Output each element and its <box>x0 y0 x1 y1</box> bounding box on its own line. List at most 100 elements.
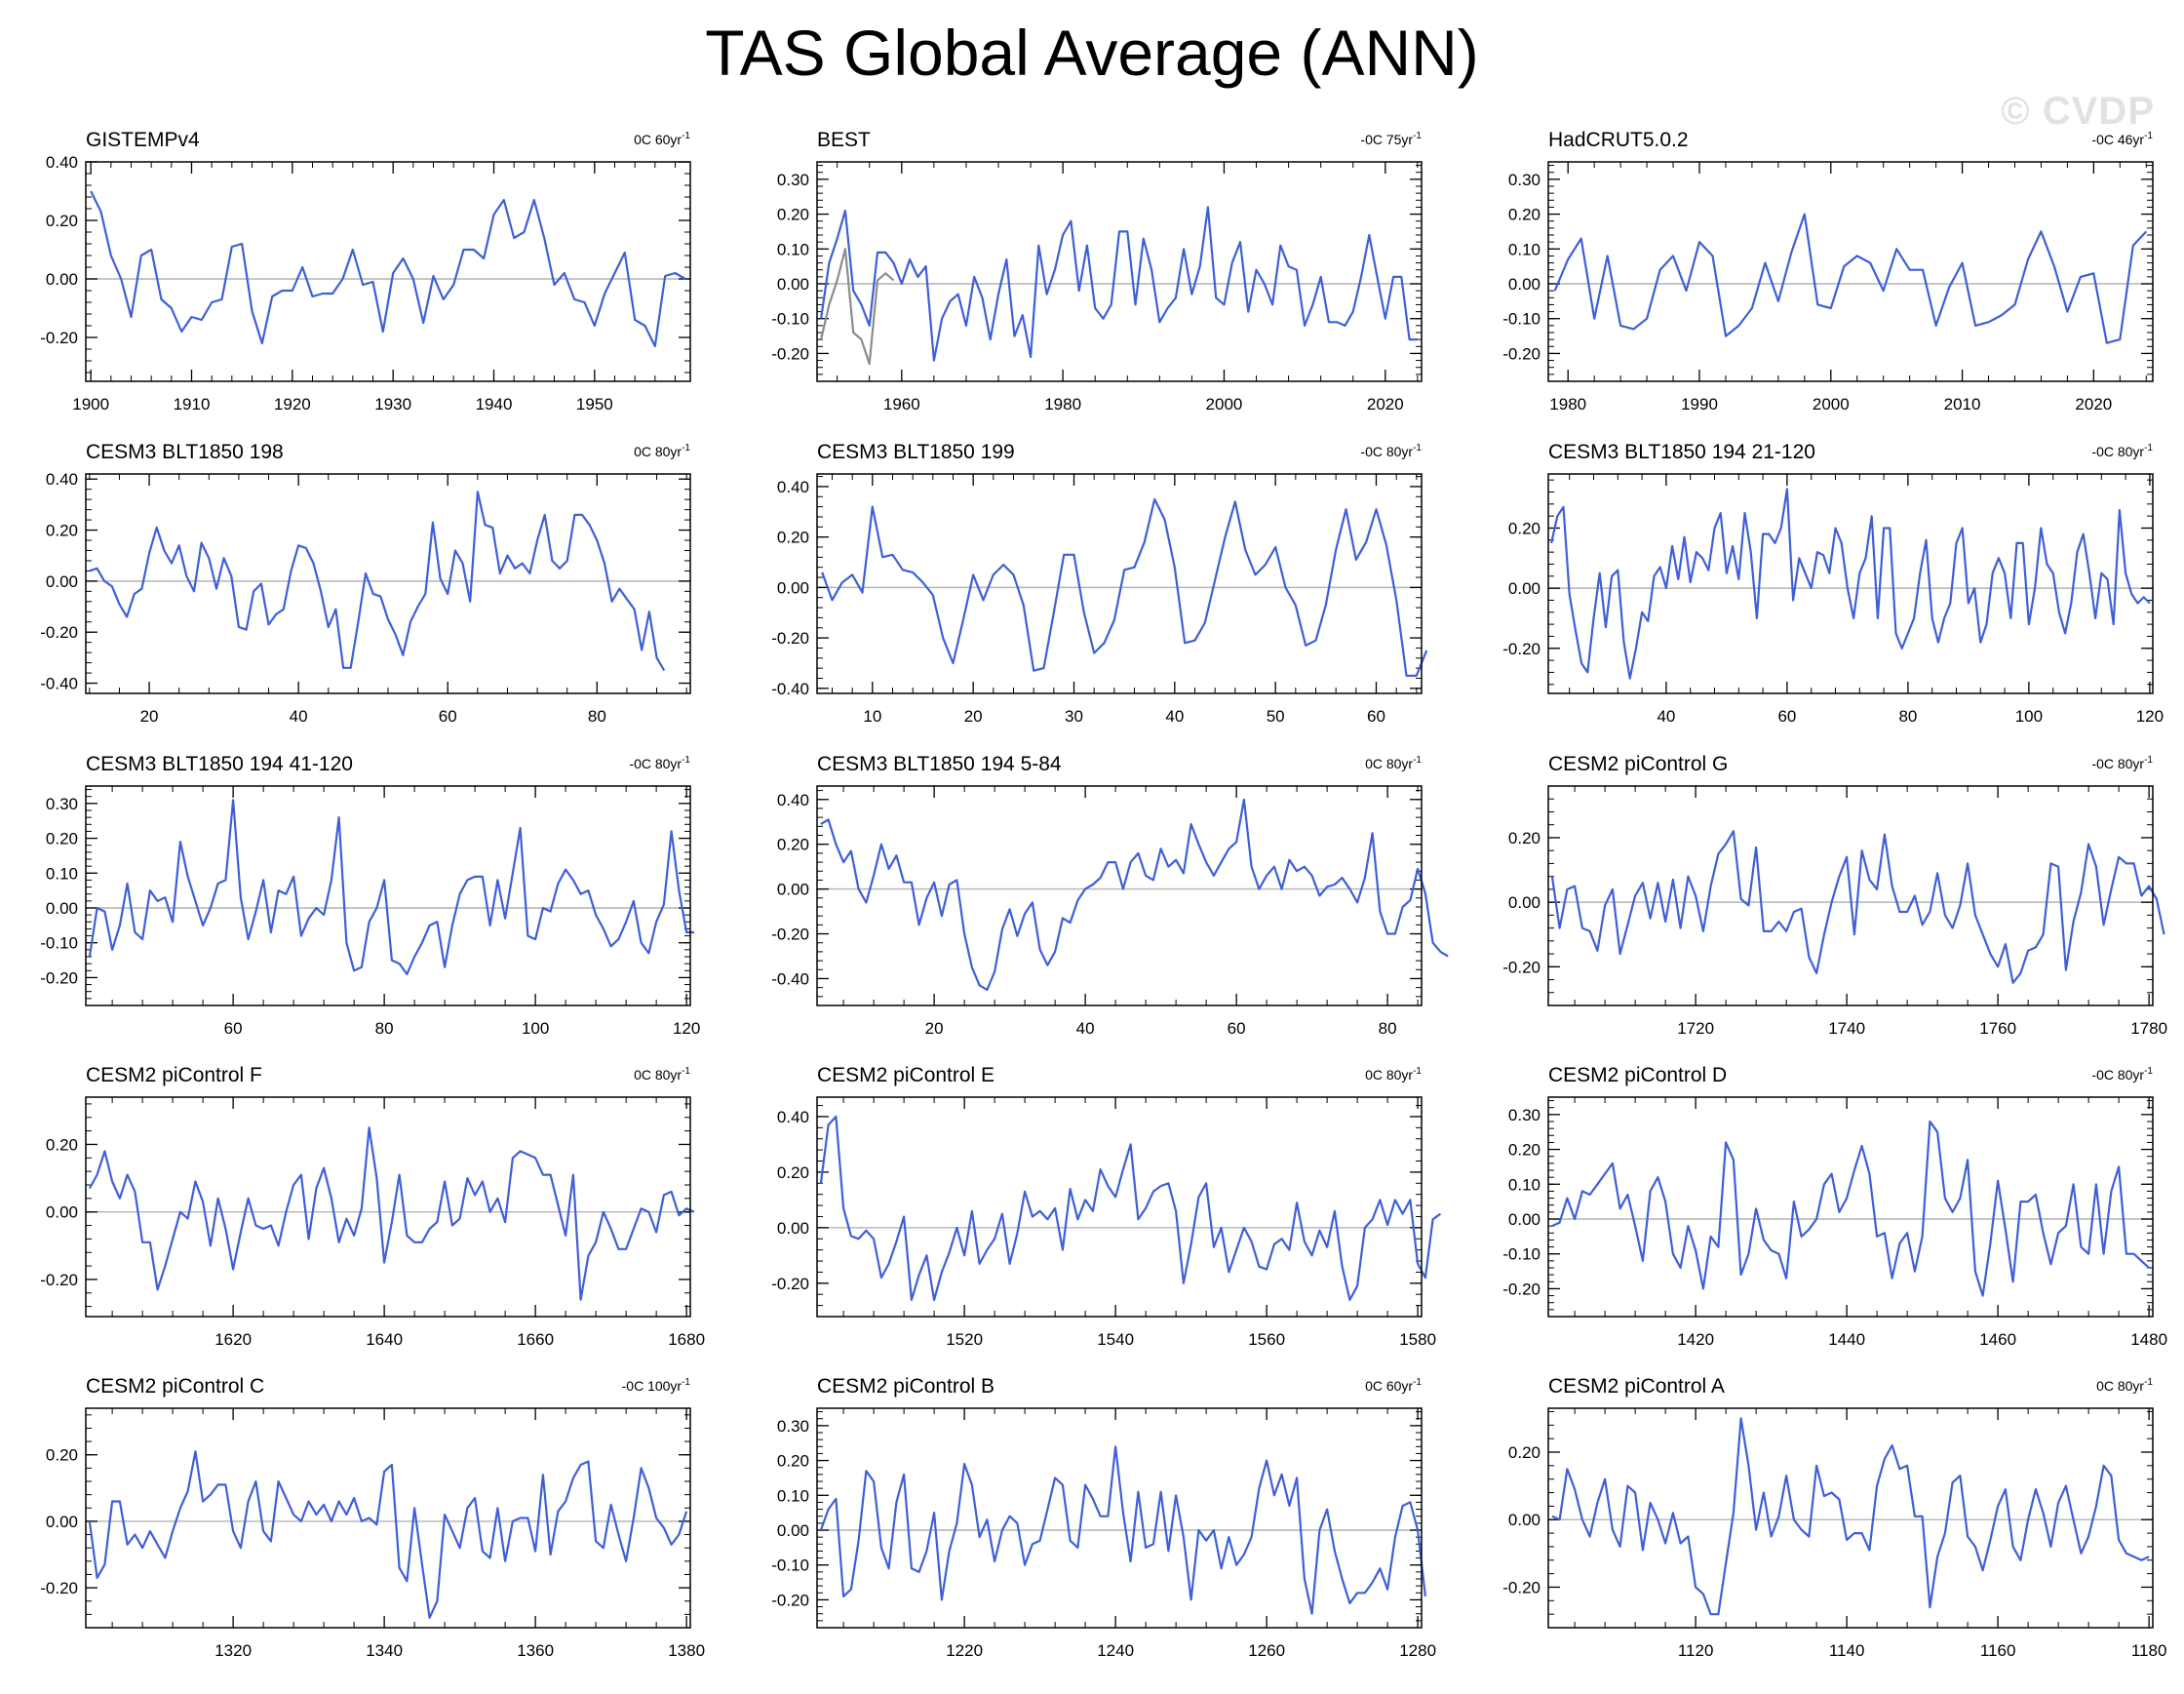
y-tick-label: 0.30 <box>1508 171 1540 189</box>
plot-frame <box>85 473 691 694</box>
panel-7: CESM3 BLT1850 194 41-120 -0C 80yr-1 -0.20 -… <box>40 753 700 1038</box>
x-tick-label: 1980 <box>1549 395 1586 414</box>
series-line <box>1553 213 2148 344</box>
figure-title: TAS Global Average (ANN) <box>705 17 1479 89</box>
x-tick-label: 1580 <box>1399 1330 1436 1349</box>
x-tick-label: 60 <box>224 1019 243 1038</box>
x-tick-label: 1960 <box>883 395 920 414</box>
y-tick-label: -0.10 <box>771 310 809 329</box>
y-tick-label: -0.40 <box>771 969 809 988</box>
y-tick-label: -0.20 <box>1502 1578 1540 1596</box>
y-tick-label: 0.10 <box>46 864 78 883</box>
y-tick-label: 0.00 <box>1508 1511 1540 1529</box>
x-tick-label: 120 <box>673 1019 700 1038</box>
x-tick-label: 1340 <box>366 1641 403 1660</box>
series-line <box>88 1126 695 1301</box>
panel-2: BEST -0C 75yr-1 -0.20 -0.10 0.00 0.10 0.20 0.30… <box>771 129 1423 414</box>
plot-frame <box>816 785 1423 1006</box>
series-line <box>820 206 1418 362</box>
x-tick-label: 100 <box>2015 707 2043 726</box>
series-line <box>88 1450 688 1619</box>
y-tick-label: -0.20 <box>1502 958 1540 976</box>
y-tick-label: 0.20 <box>1508 1443 1540 1462</box>
plot-frame <box>1547 785 2154 1006</box>
x-tick-label: 1540 <box>1097 1330 1134 1349</box>
series-line <box>1550 830 2165 984</box>
x-tick-label: 1320 <box>214 1641 252 1660</box>
x-tick-label: 1900 <box>72 395 109 414</box>
x-tick-label: 1950 <box>576 395 613 414</box>
plot-frame <box>85 1096 691 1318</box>
x-tick-label: 20 <box>964 707 983 726</box>
y-tick-label: 0.00 <box>1508 275 1540 294</box>
x-tick-label: 40 <box>1076 1019 1095 1038</box>
x-tick-label: 40 <box>1165 707 1184 726</box>
x-tick-label: 1910 <box>174 395 211 414</box>
y-tick-label: 0.00 <box>777 578 809 597</box>
plot-frame <box>816 473 1423 694</box>
panel-9: CESM2 piControl G -0C 80yr-1 -0.20 0.00 0.20… <box>1502 753 2167 1038</box>
x-tick-label: 10 <box>863 707 881 726</box>
panel-4: CESM3 BLT1850 198 0C 80yr-1 -0.40 -0.20 0.00… <box>40 441 691 726</box>
y-tick-label: -0.40 <box>40 675 78 693</box>
plot-frame <box>816 1407 1423 1629</box>
panel-6: CESM3 BLT1850 194 21-120 -0C 80yr-1 -0.20 0… <box>1502 441 2164 726</box>
x-tick-label: 1260 <box>1248 1641 1285 1660</box>
y-tick-label: 0.40 <box>46 153 78 172</box>
series-line <box>820 798 1449 992</box>
y-tick-label: 0.20 <box>46 522 78 540</box>
y-tick-label: 0.20 <box>777 1163 809 1182</box>
y-tick-label: 0.10 <box>1508 240 1540 258</box>
y-tick-label: -0.20 <box>40 968 78 987</box>
x-tick-label: 2010 <box>1944 395 1981 414</box>
y-tick-label: 0.20 <box>777 529 809 547</box>
x-tick-label: 80 <box>1898 707 1917 726</box>
plot-frame <box>1547 473 2154 694</box>
y-tick-label: 0.40 <box>46 470 78 489</box>
panel-title: CESM3 BLT1850 194 41-120 <box>86 753 353 775</box>
y-tick-label: -0.20 <box>771 1275 809 1293</box>
panel-title: CESM3 BLT1850 194 5-84 <box>817 753 1062 775</box>
trend-label: 0C 80yr-1 <box>634 443 690 459</box>
y-tick-label: 0.00 <box>777 1219 809 1238</box>
panel-15: CESM2 piControl A 0C 80yr-1 -0.20 0.00 0.20 1… <box>1502 1375 2166 1660</box>
y-tick-label: 0.20 <box>46 1135 78 1154</box>
y-tick-label: 0.00 <box>46 1513 78 1531</box>
y-tick-label: 0.20 <box>46 212 78 230</box>
x-tick-label: 60 <box>1367 707 1385 726</box>
panel-title: CESM2 piControl D <box>1548 1064 1727 1086</box>
y-tick-label: 0.20 <box>777 836 809 854</box>
x-tick-label: 60 <box>1777 707 1796 726</box>
panel-5: CESM3 BLT1850 199 -0C 80yr-1 -0.40 -0.20 0.0… <box>771 441 1428 726</box>
y-tick-label: -0.40 <box>771 680 809 698</box>
y-tick-label: 0.10 <box>1508 1175 1540 1194</box>
series-line <box>1551 1417 2150 1616</box>
y-tick-label: 0.20 <box>46 1446 78 1465</box>
panel-title: BEST <box>817 129 871 151</box>
x-tick-label: 1740 <box>1828 1019 1865 1038</box>
x-tick-label: 100 <box>522 1019 549 1038</box>
x-tick-label: 1520 <box>946 1330 983 1349</box>
y-tick-label: -0.20 <box>771 926 809 944</box>
panel-title: HadCRUT5.0.2 <box>1548 129 1689 151</box>
x-tick-label: 30 <box>1065 707 1083 726</box>
trend-label: -0C 80yr-1 <box>629 755 690 771</box>
series-line <box>90 190 686 348</box>
trend-label: -0C 80yr-1 <box>1360 443 1422 459</box>
y-tick-label: -0.20 <box>771 629 809 648</box>
y-tick-label: -0.20 <box>40 329 78 347</box>
y-tick-label: 0.00 <box>1508 579 1540 598</box>
y-tick-label: 0.40 <box>777 1108 809 1126</box>
x-tick-label: 60 <box>439 707 457 726</box>
x-tick-label: 1660 <box>517 1330 554 1349</box>
panel-1: GISTEMPv4 0C 60yr-1 -0.20 0.00 0.20 0.40 1900 1… <box>40 129 691 414</box>
series-line <box>89 491 666 672</box>
series-line <box>88 799 694 976</box>
panel-title: CESM2 piControl E <box>817 1064 994 1086</box>
x-tick-label: 1120 <box>1678 1641 1714 1660</box>
x-tick-label: 1680 <box>668 1330 705 1349</box>
x-tick-label: 2000 <box>1206 395 1243 414</box>
y-tick-label: 0.00 <box>46 899 78 918</box>
y-tick-label: 0.00 <box>777 1521 809 1540</box>
y-tick-label: -0.10 <box>40 934 78 953</box>
